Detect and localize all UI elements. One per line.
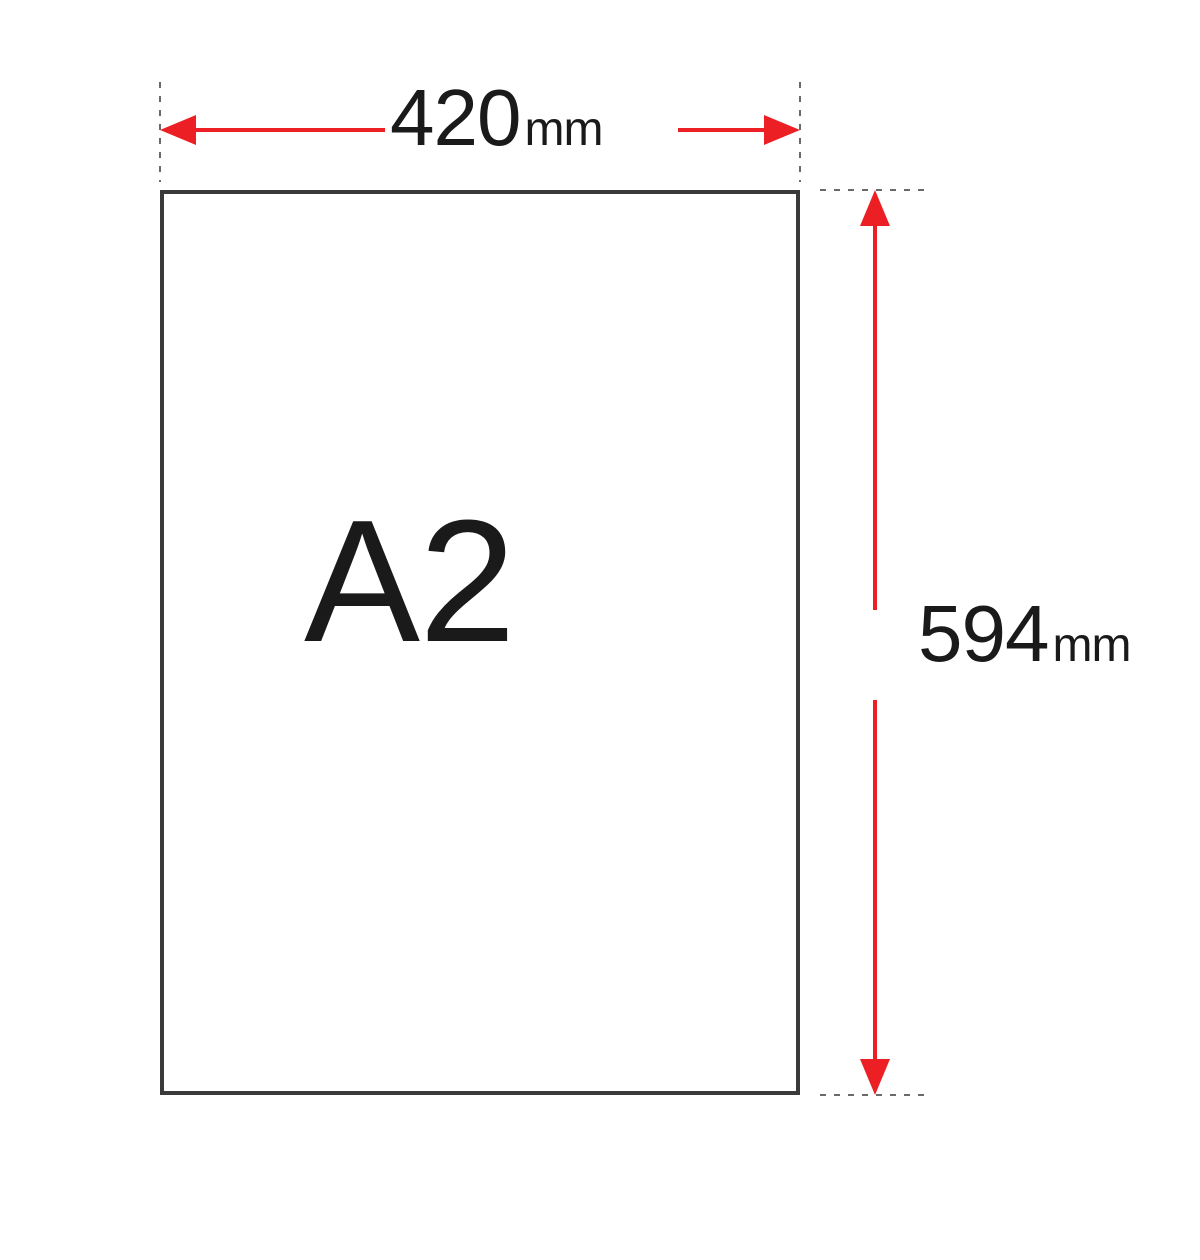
paper-size-diagram: A2 420mm 594mm	[60, 60, 1140, 1140]
dimension-arrows	[60, 60, 1140, 1140]
